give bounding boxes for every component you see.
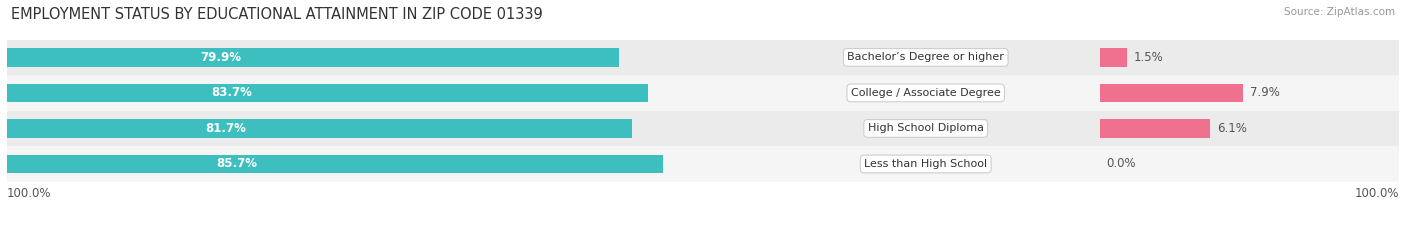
Bar	[7, 84, 648, 102]
Text: 100.0%: 100.0%	[7, 187, 52, 200]
Text: 6.1%: 6.1%	[1218, 122, 1247, 135]
Text: EMPLOYMENT STATUS BY EDUCATIONAL ATTAINMENT IN ZIP CODE 01339: EMPLOYMENT STATUS BY EDUCATIONAL ATTAINM…	[11, 7, 543, 22]
Text: 85.7%: 85.7%	[217, 158, 257, 171]
Bar	[7, 111, 1399, 146]
Text: Source: ZipAtlas.com: Source: ZipAtlas.com	[1284, 7, 1395, 17]
Bar	[1099, 84, 1243, 102]
Text: College / Associate Degree: College / Associate Degree	[851, 88, 1001, 98]
Text: 79.9%: 79.9%	[201, 51, 242, 64]
Bar	[7, 75, 1399, 111]
Text: Bachelor’s Degree or higher: Bachelor’s Degree or higher	[848, 52, 1004, 62]
Text: 7.9%: 7.9%	[1250, 86, 1279, 99]
Bar	[7, 155, 664, 173]
Text: 1.5%: 1.5%	[1133, 51, 1164, 64]
Text: 83.7%: 83.7%	[211, 86, 252, 99]
Bar	[1099, 119, 1211, 138]
Text: High School Diploma: High School Diploma	[868, 123, 984, 134]
Text: 0.0%: 0.0%	[1107, 158, 1136, 171]
Text: Less than High School: Less than High School	[865, 159, 987, 169]
Bar	[1099, 48, 1126, 67]
Text: 81.7%: 81.7%	[205, 122, 246, 135]
Bar	[7, 40, 1399, 75]
Bar	[7, 48, 619, 67]
Text: 100.0%: 100.0%	[1354, 187, 1399, 200]
Bar	[7, 146, 1399, 182]
Bar	[7, 119, 633, 138]
